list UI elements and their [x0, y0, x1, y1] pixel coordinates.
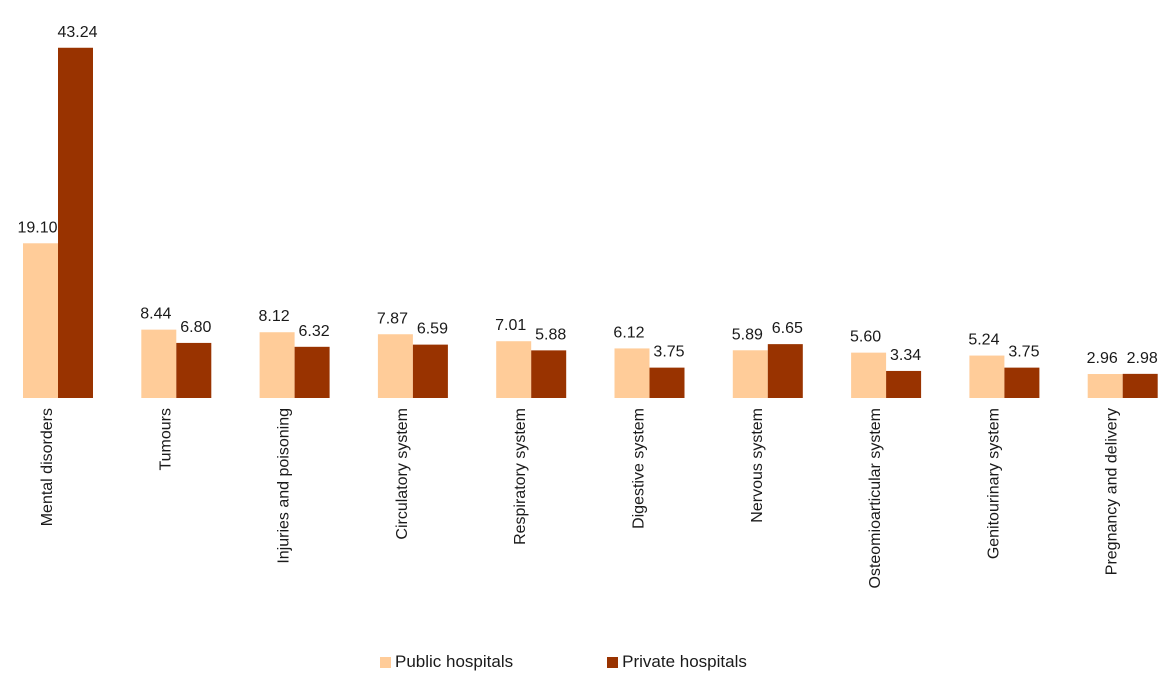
data-label-public: 6.12: [613, 324, 644, 341]
category-label: Respiratory system: [512, 408, 529, 545]
data-label-private: 2.98: [1127, 350, 1158, 367]
bar-public: [614, 348, 650, 398]
bar-private: [767, 344, 803, 398]
data-label-private: 3.75: [653, 344, 684, 361]
data-label-public: 19.10: [17, 219, 57, 236]
legend-swatch-private: [607, 656, 619, 668]
category-label: Tumours: [157, 408, 174, 471]
data-label-public: 7.87: [377, 310, 408, 327]
legend-swatch-public: [380, 656, 391, 668]
category-label: Osteomioarticular system: [867, 408, 884, 589]
legend: Public hospitals Private hospitals: [380, 652, 747, 672]
category-label: Pregnancy and delivery: [1104, 408, 1121, 575]
bar-private: [649, 367, 685, 398]
legend-item-private: Private hospitals: [607, 652, 747, 672]
data-label-public: 5.24: [968, 332, 999, 349]
legend-item-public: Public hospitals: [380, 652, 513, 672]
data-label-private: 6.59: [417, 321, 448, 338]
bar-public: [496, 341, 532, 398]
category-label: Genitourinary system: [985, 408, 1002, 559]
data-label-private: 6.32: [299, 323, 330, 340]
bar-public: [732, 350, 768, 398]
data-label-public: 5.60: [850, 329, 881, 346]
bar-private: [412, 344, 448, 398]
bar-private: [294, 346, 330, 398]
data-label-public: 2.96: [1087, 350, 1118, 367]
bar-public: [141, 329, 177, 398]
data-label-public: 5.89: [732, 326, 763, 343]
bar-private: [58, 47, 93, 398]
data-label-private: 6.65: [772, 320, 803, 337]
bar-public: [1087, 374, 1123, 398]
bar-private: [1004, 367, 1040, 398]
data-label-private: 6.80: [180, 319, 211, 336]
bar-private: [176, 342, 212, 398]
bar-private: [1122, 373, 1158, 398]
bar-private: [886, 370, 922, 398]
bar-public: [259, 332, 295, 398]
bar-public: [23, 243, 58, 398]
category-label: Digestive system: [631, 408, 648, 529]
legend-label-private: Private hospitals: [622, 652, 747, 671]
category-label: Circulatory system: [394, 408, 411, 540]
category-label: Nervous system: [749, 408, 766, 523]
bar-public: [969, 355, 1005, 398]
category-label: Mental disorders: [39, 408, 56, 526]
bar-public: [851, 352, 887, 398]
legend-label-public: Public hospitals: [395, 652, 514, 671]
data-label-public: 7.01: [495, 317, 526, 334]
data-label-public: 8.12: [259, 308, 290, 325]
bar-public: [377, 334, 413, 398]
data-label-private: 3.75: [1008, 344, 1039, 361]
bar-private: [531, 350, 567, 398]
category-label: Injuries and poisoning: [276, 408, 293, 564]
data-label-private: 43.24: [57, 24, 97, 41]
data-label-private: 3.34: [890, 347, 921, 364]
data-label-public: 8.44: [140, 306, 171, 323]
data-label-private: 5.88: [535, 326, 566, 343]
